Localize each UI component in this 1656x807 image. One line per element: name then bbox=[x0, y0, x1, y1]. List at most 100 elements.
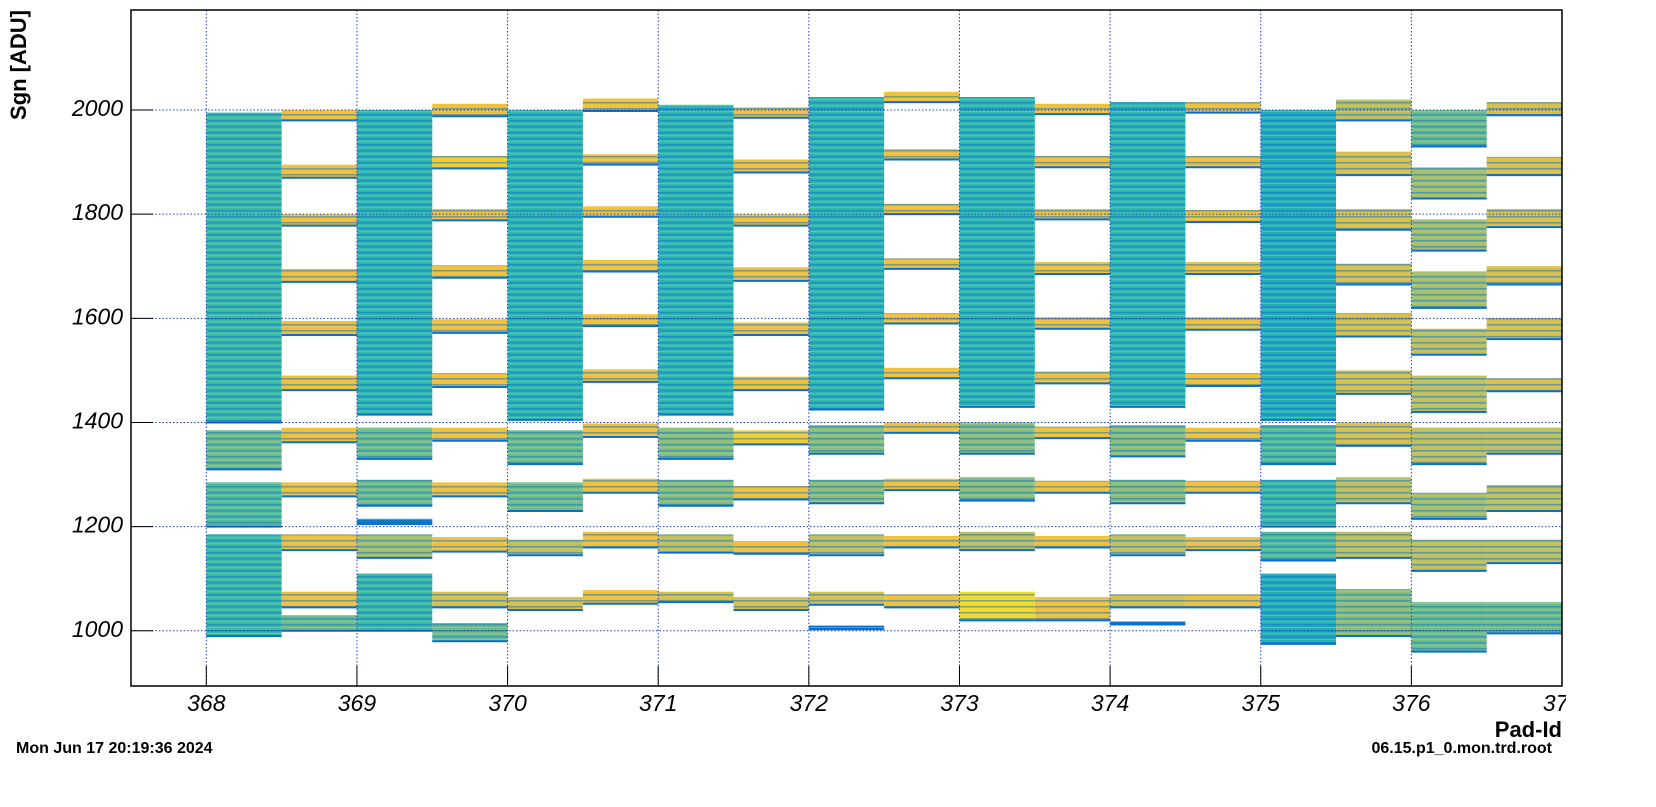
heat-band-texture bbox=[1034, 426, 1111, 439]
heat-band-texture bbox=[281, 109, 357, 121]
heat-band-texture bbox=[1110, 594, 1186, 608]
heat-band-texture bbox=[432, 372, 508, 388]
heat-band-texture bbox=[1260, 573, 1337, 644]
heat-band-texture bbox=[1411, 271, 1487, 308]
heat-band-texture bbox=[356, 573, 433, 631]
heat-band-texture bbox=[1034, 480, 1111, 493]
heat-band-texture bbox=[582, 531, 659, 548]
heat-band-texture bbox=[281, 214, 357, 226]
heat-band-texture bbox=[1411, 492, 1487, 519]
heat-band-texture bbox=[658, 479, 734, 506]
heat-band-texture bbox=[1185, 480, 1261, 493]
heat-band-texture bbox=[658, 591, 734, 603]
heat-band-texture bbox=[808, 479, 885, 504]
heat-band-texture bbox=[1260, 479, 1337, 527]
heat-band-texture bbox=[884, 258, 960, 269]
heat-band-texture bbox=[1034, 536, 1111, 548]
heat-band-texture bbox=[1411, 375, 1487, 413]
x-axis-label: Pad-Id bbox=[1495, 717, 1562, 742]
heat-band-texture bbox=[432, 155, 508, 169]
heat-band-texture bbox=[582, 314, 659, 327]
y-tick-label: 2000 bbox=[71, 95, 123, 121]
heat-band-texture bbox=[1486, 602, 1562, 634]
heat-band-texture bbox=[356, 109, 433, 415]
y-tick-label: 1400 bbox=[72, 408, 123, 434]
heat-band-texture bbox=[1185, 537, 1261, 551]
heat-band-texture bbox=[1034, 208, 1111, 220]
heat-band-texture bbox=[1034, 262, 1111, 275]
heat-band-texture bbox=[1486, 102, 1562, 116]
heat-band-texture bbox=[432, 482, 508, 497]
heat-band-texture bbox=[281, 320, 357, 335]
heat-band-texture bbox=[884, 422, 960, 433]
heat-band-texture bbox=[884, 91, 960, 103]
heat-band-texture bbox=[1336, 313, 1412, 337]
heat-band-texture bbox=[1034, 596, 1111, 621]
heat-band-texture bbox=[1110, 479, 1186, 504]
heat-band-texture bbox=[507, 430, 583, 465]
heat-band-texture bbox=[1185, 372, 1261, 387]
heat-band-texture bbox=[432, 103, 508, 117]
heat-band-texture bbox=[432, 622, 508, 642]
heat-band-texture bbox=[1411, 167, 1487, 199]
heat-band-texture bbox=[884, 203, 960, 215]
heat-band-texture bbox=[733, 430, 809, 445]
heat-band-texture bbox=[808, 591, 885, 605]
heat-band-texture bbox=[1336, 208, 1412, 230]
heat-band-texture bbox=[1486, 156, 1562, 176]
heat-band-texture bbox=[1034, 317, 1111, 329]
heat-band-texture bbox=[1336, 370, 1412, 394]
heat-band-texture bbox=[733, 376, 809, 391]
heat-band-texture bbox=[582, 369, 659, 382]
heat-band-texture bbox=[1110, 102, 1186, 407]
heat-band-texture bbox=[1260, 109, 1337, 420]
heat-band-texture bbox=[582, 259, 659, 272]
heat-band-texture bbox=[507, 482, 583, 512]
heat-band-texture bbox=[507, 109, 583, 420]
heat-band-texture bbox=[206, 482, 282, 527]
heat-band-texture bbox=[1336, 151, 1412, 176]
heat-band-texture bbox=[1486, 427, 1562, 454]
heat-band-texture bbox=[1260, 531, 1337, 561]
heat-band-texture bbox=[206, 112, 282, 423]
heat-band-texture bbox=[1336, 531, 1412, 558]
x-tick-label: 372 bbox=[790, 690, 829, 716]
x-tick-label: 369 bbox=[338, 690, 377, 716]
heat-band-texture bbox=[1185, 209, 1261, 222]
heat-band-texture bbox=[733, 159, 809, 173]
heat-band-texture bbox=[1185, 317, 1261, 330]
heat-band-texture bbox=[582, 98, 659, 112]
heat-band-texture bbox=[1110, 621, 1186, 625]
heat-band-texture bbox=[733, 214, 809, 226]
heat-band-texture bbox=[658, 534, 734, 553]
heat-band-texture bbox=[733, 107, 809, 118]
axes: 1000 1200 1400 1600 1800 2000 368 369 370 371 372 3… bbox=[71, 10, 1566, 716]
heat-band-texture bbox=[1411, 109, 1487, 147]
footer-file: 06.15.p1_0.mon.trd.root bbox=[1372, 740, 1553, 757]
x-tick-label: 376 bbox=[1392, 690, 1431, 716]
heat-band-texture bbox=[1336, 477, 1412, 504]
heat-band-texture bbox=[281, 615, 357, 631]
heat-band-texture bbox=[884, 536, 960, 548]
heat-band-texture bbox=[658, 427, 734, 459]
y-tick-label: 1200 bbox=[72, 512, 123, 538]
heat-band-texture bbox=[1336, 263, 1412, 285]
heat-band-texture bbox=[507, 539, 583, 556]
heat-band-texture bbox=[582, 590, 659, 604]
heat-band-texture bbox=[658, 104, 734, 415]
heat-band-texture bbox=[959, 477, 1035, 501]
heat-band-texture bbox=[733, 596, 809, 610]
heat-band-texture bbox=[1336, 422, 1412, 446]
heat-band-texture bbox=[356, 479, 433, 506]
heat-band-texture bbox=[884, 149, 960, 160]
heat-band-texture bbox=[1411, 328, 1487, 355]
heat-band-texture bbox=[281, 534, 357, 551]
heat-band-texture bbox=[582, 206, 659, 217]
y-tick-label: 1800 bbox=[72, 199, 123, 225]
heat-band-texture bbox=[959, 591, 1035, 621]
heat-band-texture bbox=[1185, 427, 1261, 441]
heat-band-texture bbox=[281, 268, 357, 282]
heat-band-texture bbox=[1260, 425, 1337, 465]
